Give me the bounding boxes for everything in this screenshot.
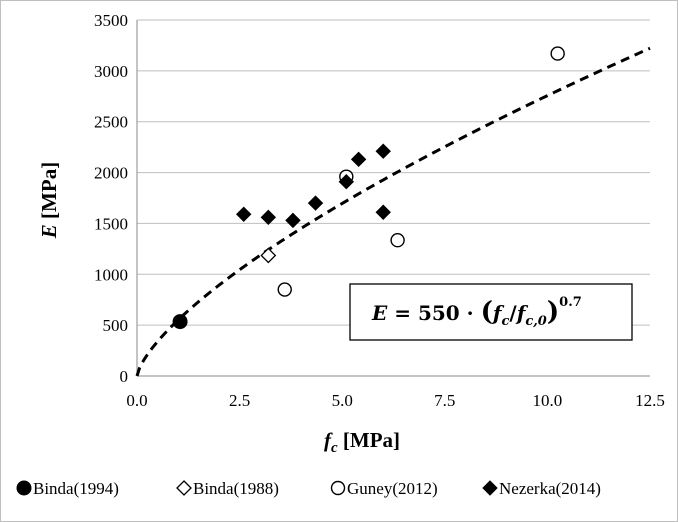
point-3-4 [338,174,355,190]
point-3-0 [235,206,252,222]
eq-equals: = [387,301,418,325]
series-0 [172,314,188,330]
x-tick-2.5: 2.5 [229,391,250,410]
eq-paren-close: ) [547,297,559,327]
y-tick-2000: 2000 [94,164,128,183]
fit-equation: E = 550 · (fc/fc,0)0.7 [371,295,582,329]
point-3-5 [350,151,367,168]
x-tick-10.0: 10.0 [533,391,563,410]
point-3-6 [375,143,391,159]
eq-lhs: E [371,301,388,325]
legend-marker-0 [16,480,32,496]
x-tick-5.0: 5.0 [332,391,353,410]
y-axis-title: E [MPa] [37,162,61,239]
x-tick-labels: 0.0 2.5 5.0 7.5 10.0 12.5 [126,391,665,410]
x-tick-0.0: 0.0 [126,391,147,410]
y-tick-0: 0 [120,367,129,386]
y-tick-1000: 1000 [94,265,128,284]
legend-label-3: Nezerka(2014) [499,479,601,498]
series-3 [235,143,391,229]
legend-marker-3 [482,480,498,496]
eq-sub-c0: c,0 [525,314,547,329]
point-2-2 [390,233,405,248]
legend-marker-1 [176,480,192,496]
legend-marker-2 [330,480,346,496]
y-tick-2500: 2500 [94,113,128,132]
eq-f2: f [515,301,529,325]
x-tick-7.5: 7.5 [434,391,455,410]
y-tick-500: 500 [103,316,129,335]
point-3-1 [260,209,277,226]
eq-f: f [491,301,505,325]
point-2-3 [550,46,565,61]
legend-label-2: Guney(2012) [347,479,438,498]
eq-paren-open: ( [481,297,493,327]
eq-dot: · [460,301,481,325]
series-1 [260,247,277,264]
point-3-3 [307,195,324,211]
svg-text:fc [MPa]: fc [MPa] [324,428,400,456]
point-3-7 [375,204,391,220]
x-tick-12.5: 12.5 [635,391,665,410]
eq-power: 0.7 [559,295,582,310]
point-2-0 [277,282,292,297]
point-0-0 [172,314,188,330]
legend-label-1: Binda(1988) [193,479,279,498]
y-tick-3500: 3500 [94,11,128,30]
eq-sub-c: c [502,314,510,329]
data-points [172,46,565,330]
legend: Binda(1994) Binda(1988) Guney(2012) Nezerka… [16,479,601,498]
y-tick-3000: 3000 [94,62,128,81]
x-axis-title: fc [MPa] [324,428,400,456]
point-1-0 [260,247,277,264]
series-2 [277,46,565,297]
equation-box [349,283,633,341]
fit-curve [135,46,651,377]
y-tick-labels: 0 500 1000 1500 2000 2500 3000 3500 [94,11,128,386]
eq-coef: 550 [418,301,460,325]
svg-text:E [MPa]: E [MPa] [37,162,61,239]
legend-label-0: Binda(1994) [33,479,119,498]
axes [136,20,650,377]
y-tick-1500: 1500 [94,214,128,233]
point-3-2 [285,212,301,229]
eq-slash: / [509,301,517,325]
